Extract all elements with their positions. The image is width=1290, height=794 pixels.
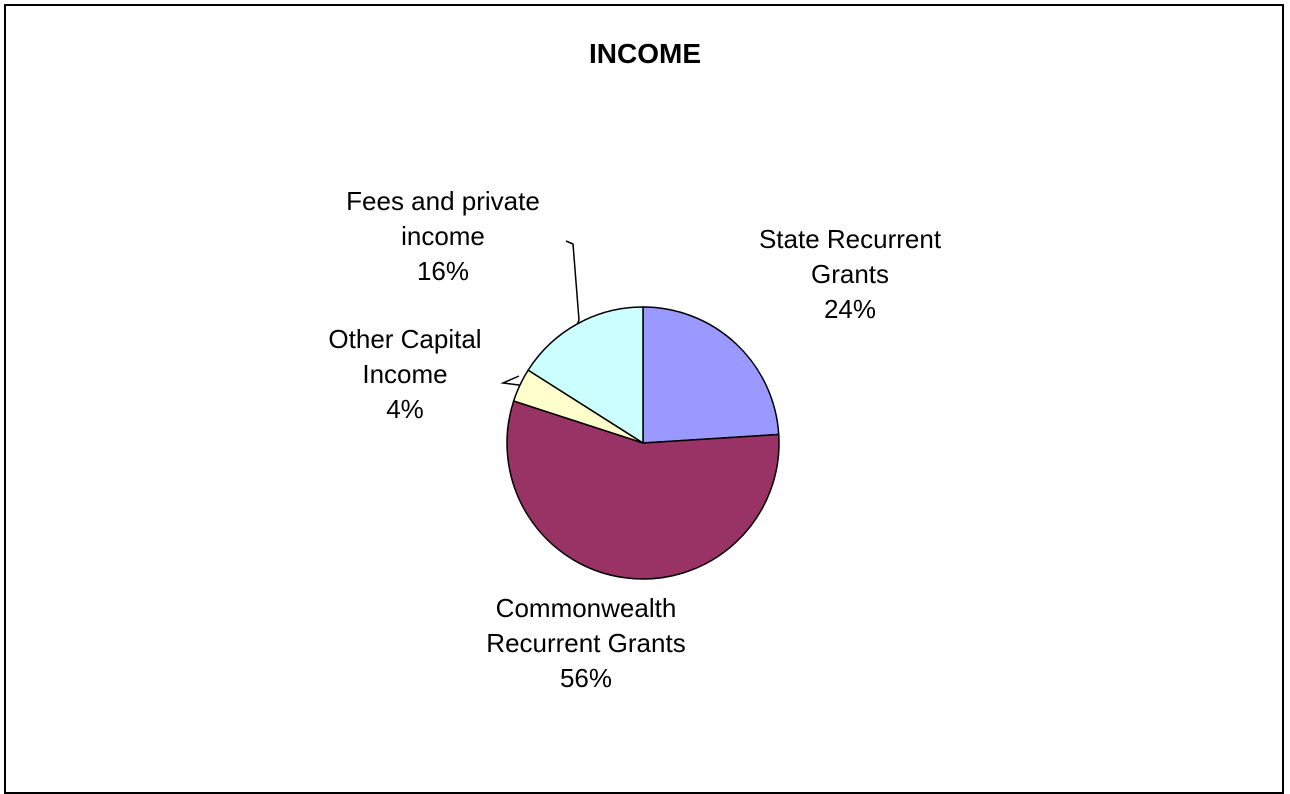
pie-slice-2 — [506, 400, 780, 580]
chart-title: INCOME — [589, 38, 701, 69]
slice-category-label: Income — [362, 359, 447, 389]
slice-value-label: 56% — [560, 663, 612, 693]
slice-category-label: State Recurrent — [759, 224, 942, 254]
slice-value-label: 16% — [417, 256, 469, 286]
slice-category-label: Fees and private — [346, 186, 540, 216]
slice-category-label: Grants — [811, 259, 889, 289]
slice-category-label: Other Capital — [328, 324, 481, 354]
slice-category-label: Commonwealth — [496, 593, 677, 623]
slice-category-label: Recurrent Grants — [486, 628, 685, 658]
slice-category-label: income — [401, 221, 485, 251]
slice-label-2: Commonwealth Recurrent Grants 56% — [486, 593, 685, 693]
leader-line-3 — [500, 375, 521, 386]
slice-label-4: Fees and private income 16% — [346, 186, 540, 286]
slice-label-1: State Recurrent Grants 24% — [759, 224, 942, 324]
leader-line-4 — [565, 240, 580, 325]
slice-label-3: Other Capital Income 4% — [328, 324, 481, 424]
slice-value-label: 24% — [824, 294, 876, 324]
pie-slice-1 — [642, 306, 780, 444]
slice-value-label: 4% — [386, 394, 424, 424]
pie-slice-4 — [527, 306, 644, 445]
